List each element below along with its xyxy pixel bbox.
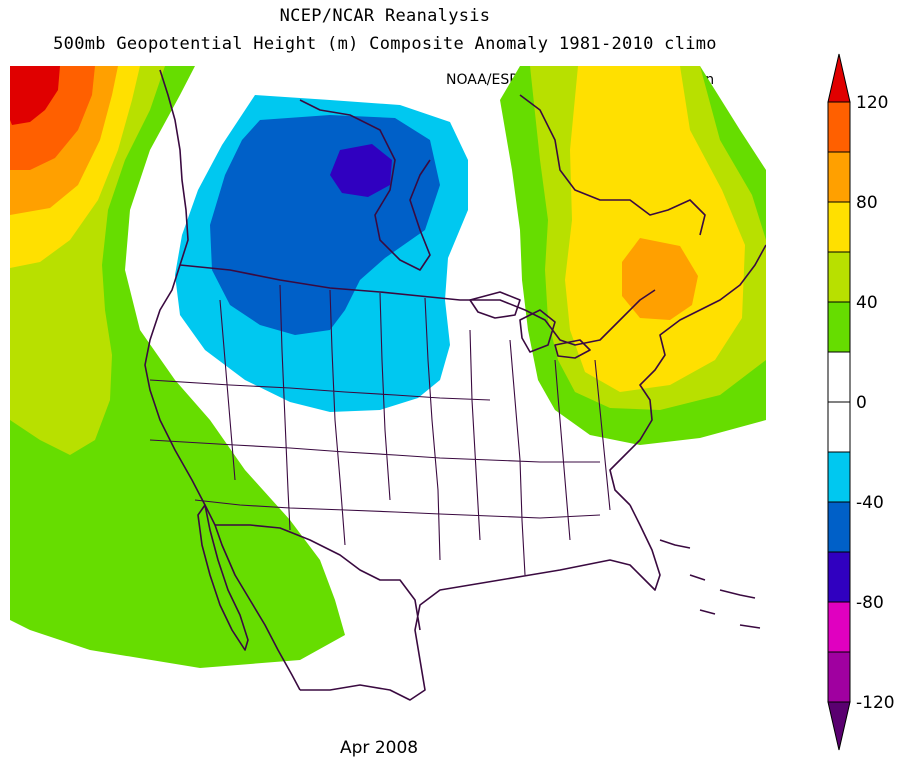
coastline-baja (197, 504, 249, 651)
coastline-hudson-bay (299, 99, 431, 271)
great-lakes (469, 291, 591, 359)
coastline-atlantic (609, 244, 766, 506)
border-us-canada (179, 264, 656, 346)
colorbar-segment (827, 351, 851, 403)
coastline-labrador (519, 94, 706, 236)
anomaly-fill-neg60-canada (330, 144, 392, 197)
colorbar-segment (827, 301, 851, 353)
colorbar-segment (827, 151, 851, 203)
coastline-gulf-of-mexico (300, 504, 661, 701)
colorbar-segment (827, 251, 851, 303)
colorbar-tick-label: -120 (856, 693, 895, 713)
map-title: NCEP/NCAR Reanalysis (279, 6, 491, 26)
colorbar-arrow-bottom (827, 701, 851, 751)
colorbar-tick-label: 40 (856, 293, 878, 313)
colorbar (827, 53, 851, 751)
colorbar-segment (827, 401, 851, 453)
border-us-mexico (215, 524, 421, 631)
coastline-pacific (144, 69, 301, 691)
colorbar-tick-label: 80 (856, 193, 878, 213)
state-borders (149, 284, 611, 576)
colorbar-tick-label: -40 (856, 493, 884, 513)
map-subtitle: 500mb Geopotential Height (m) Composite … (53, 34, 717, 54)
colorbar-segment (827, 451, 851, 503)
colorbar-segment (827, 201, 851, 253)
colorbar-tick-label: 0 (856, 393, 867, 413)
period-label: Apr 2008 (340, 738, 419, 758)
colorbar-arrow-top (827, 53, 851, 103)
colorbar-tick-label: -80 (856, 593, 884, 613)
coastline-layer (144, 69, 766, 701)
colorbar-segment (827, 101, 851, 153)
colorbar-segment (827, 551, 851, 603)
anomaly-fill-pos120-pacific (10, 66, 60, 125)
colorbar-segment (827, 651, 851, 703)
colorbar-tick-label: 120 (856, 93, 889, 113)
colorbar-segment (827, 601, 851, 653)
islands-caribbean (659, 539, 761, 629)
colorbar-segment (827, 501, 851, 553)
